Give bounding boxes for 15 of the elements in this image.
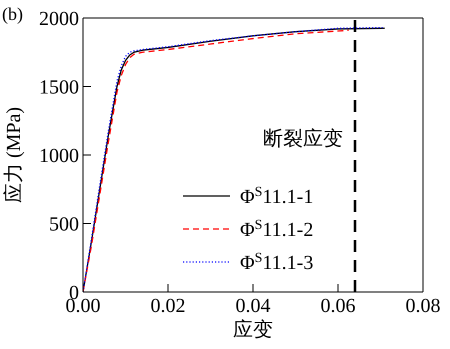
legend-label: Φ$^{S}$11.1-3: [240, 250, 314, 274]
ref-line-label: 断裂应变: [263, 128, 343, 150]
text: (b): [2, 4, 23, 25]
x-tick-label: 0.02: [150, 295, 186, 318]
y-axis-title: 应力 (MPa): [3, 106, 25, 204]
y-tick-label: 500: [49, 214, 79, 236]
x-tick-label: 0.06: [320, 295, 356, 318]
x-tick-label: 0.04: [236, 295, 270, 318]
y-tick-label: 1000: [39, 145, 79, 168]
y-tick-label: 2000: [39, 8, 79, 30]
legend-label: Φ$^{S}$11.1-1: [240, 184, 314, 208]
x-axis-title: 应变: [233, 319, 273, 341]
x-tick-label: 0.08: [406, 295, 440, 318]
legend-label: Φ$^{S}$11.1-2: [240, 218, 314, 241]
y-tick-label: 1500: [39, 76, 79, 99]
